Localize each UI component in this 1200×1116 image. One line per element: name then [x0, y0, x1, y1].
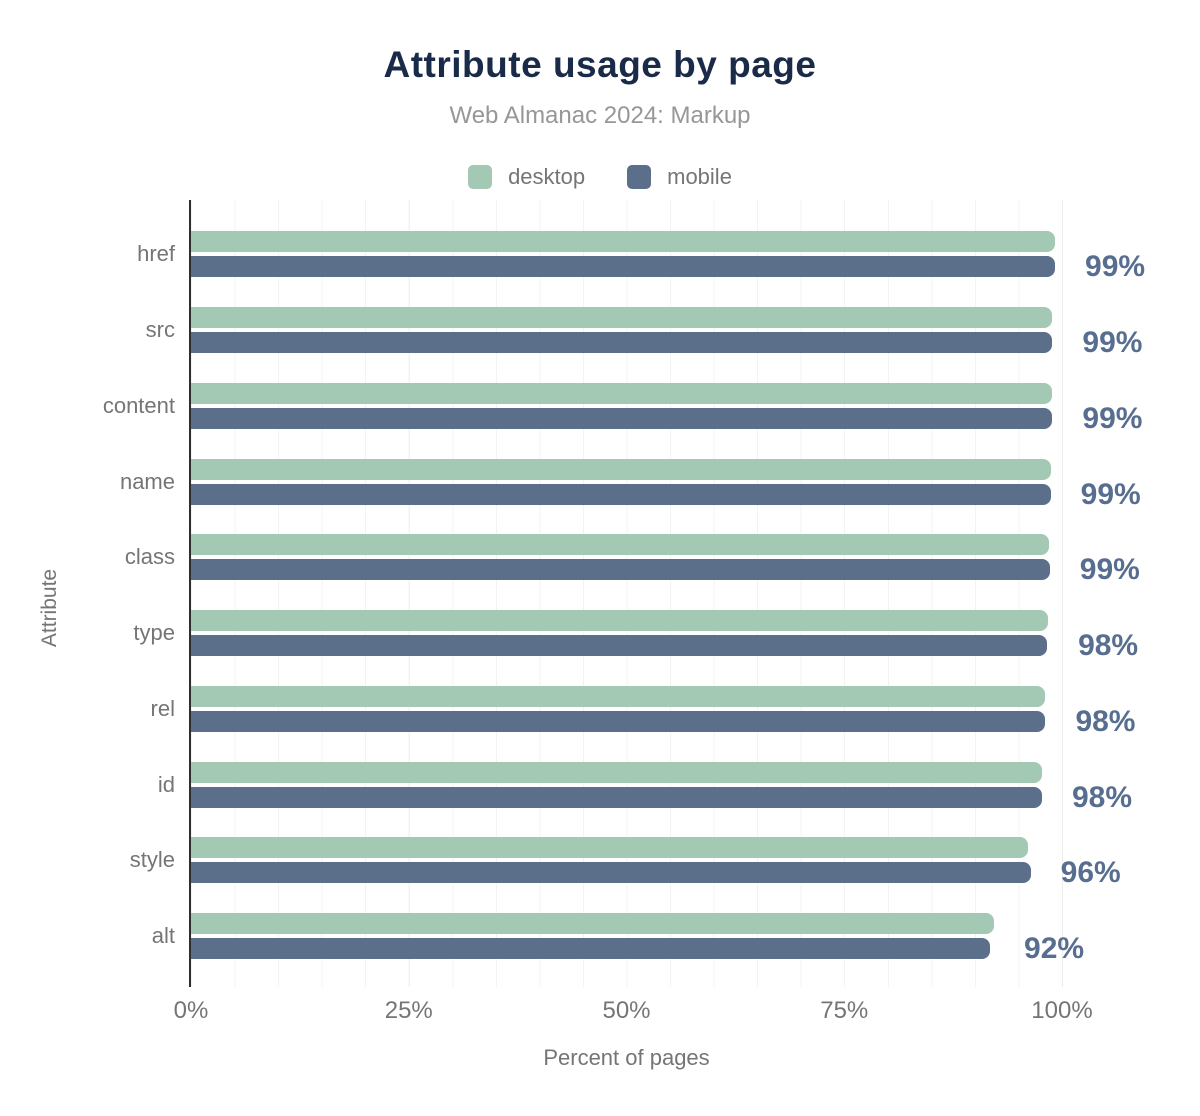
- chart-title: Attribute usage by page: [383, 44, 817, 85]
- row-alt: alt 92%: [152, 913, 1084, 964]
- bar-desktop-rel: [191, 686, 1046, 707]
- row-rel: rel 98%: [151, 686, 1135, 737]
- bar-mobile-src: [191, 332, 1053, 353]
- value-annotation-content: 99%: [1082, 402, 1143, 435]
- bar-mobile-class: [191, 559, 1050, 580]
- category-label-alt: alt: [151, 923, 175, 948]
- value-annotation-alt: 92%: [1024, 932, 1085, 965]
- category-label-class: class: [124, 544, 175, 569]
- bar-mobile-href: [191, 256, 1056, 277]
- mobile-swatch-icon: [627, 165, 652, 189]
- plot-area: href 99% src 99% content 99% name 99% class 99% ty…: [103, 200, 1145, 987]
- bar-mobile-alt: [191, 938, 990, 959]
- legend-item-desktop: desktop: [468, 164, 585, 190]
- legend-label-desktop: desktop: [508, 164, 586, 189]
- bar-desktop-class: [191, 534, 1049, 555]
- x-axis-title: Percent of pages: [543, 1045, 710, 1070]
- row-src: src 99%: [146, 307, 1142, 358]
- row-class: class 99%: [125, 534, 1140, 585]
- bar-desktop-src: [191, 307, 1053, 328]
- bar-desktop-alt: [191, 913, 995, 934]
- legend: desktop mobile: [0, 164, 1200, 190]
- bar-desktop-content: [191, 383, 1053, 404]
- value-annotation-rel: 98%: [1075, 705, 1136, 738]
- x-tick-25: 25%: [384, 997, 433, 1024]
- category-label-name: name: [119, 469, 175, 494]
- row-name: name 99%: [120, 459, 1141, 510]
- category-label-rel: rel: [150, 696, 175, 721]
- value-annotation-style: 96%: [1060, 856, 1121, 889]
- bar-desktop-type: [191, 610, 1049, 631]
- legend-item-mobile: mobile: [627, 164, 732, 190]
- category-label-id: id: [157, 772, 175, 797]
- x-tick-100: 100%: [1031, 997, 1093, 1024]
- category-label-content: content: [102, 393, 175, 418]
- bar-mobile-rel: [191, 711, 1045, 732]
- bar-mobile-style: [191, 862, 1031, 883]
- x-tick-75: 75%: [820, 997, 869, 1024]
- chart-subtitle: Web Almanac 2024: Markup: [449, 102, 751, 129]
- bar-mobile-id: [191, 787, 1042, 808]
- value-annotation-name: 99%: [1080, 478, 1141, 511]
- bar-desktop-name: [191, 459, 1051, 480]
- x-tick-50: 50%: [602, 997, 651, 1024]
- category-label-href: href: [137, 241, 175, 266]
- bar-desktop-style: [191, 837, 1029, 858]
- value-annotation-src: 99%: [1082, 326, 1143, 359]
- bar-mobile-content: [191, 408, 1053, 429]
- row-style: style 96%: [130, 837, 1121, 888]
- bar-desktop-id: [191, 762, 1042, 783]
- legend-label-mobile: mobile: [667, 164, 732, 189]
- x-tick-0: 0%: [173, 997, 209, 1024]
- row-id: id 98%: [158, 762, 1132, 813]
- row-type: type 98%: [133, 610, 1138, 661]
- row-content: content 99%: [103, 383, 1142, 434]
- category-label-style: style: [129, 847, 175, 872]
- category-label-type: type: [133, 620, 175, 645]
- value-annotation-type: 98%: [1078, 629, 1139, 662]
- value-annotation-id: 98%: [1071, 781, 1132, 814]
- bar-mobile-name: [191, 484, 1051, 505]
- x-axis-ticks: 0% 25% 50% 75% 100%: [174, 997, 1093, 1025]
- row-href: href 99%: [137, 231, 1145, 282]
- category-label-src: src: [145, 317, 175, 342]
- bar-desktop-href: [191, 231, 1056, 252]
- value-annotation-href: 99%: [1085, 250, 1146, 283]
- y-axis-title: Attribute: [38, 568, 61, 648]
- value-annotation-class: 99%: [1079, 553, 1140, 586]
- desktop-swatch-icon: [468, 165, 493, 189]
- bar-mobile-type: [191, 635, 1048, 656]
